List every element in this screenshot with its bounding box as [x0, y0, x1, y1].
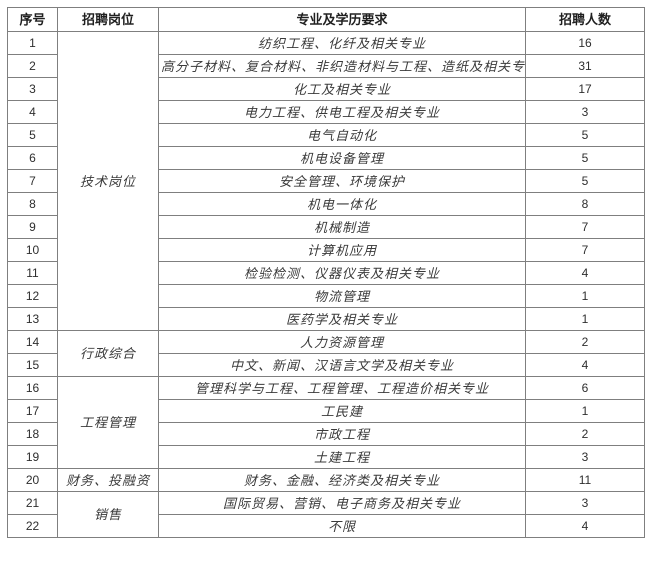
major-requirements-cell: 化工及相关专业 [158, 77, 526, 101]
serial-number-cell: 8 [7, 192, 58, 216]
table-row: 1 技术岗位 纺织工程、化纤及相关专业 16 [7, 31, 645, 331]
table-row: 3 化工及相关专业 17 [7, 77, 645, 101]
table-row: 16 工程管理 管理科学与工程、工程管理、工程造价相关专业 6 [7, 376, 645, 469]
headcount-cell: 7 [525, 215, 645, 239]
headcount-cell: 17 [525, 77, 645, 101]
headcount-cell: 11 [525, 468, 645, 492]
major-requirements-cell: 国际贸易、营销、电子商务及相关专业 [158, 491, 526, 515]
table-row: 19 土建工程 3 [7, 445, 645, 469]
position-cell: 行政综合 [57, 330, 159, 377]
header-major-requirements: 专业及学历要求 [158, 7, 526, 32]
major-requirements-cell: 财务、金融、经济类及相关专业 [158, 468, 526, 492]
headcount-cell: 5 [525, 146, 645, 170]
headcount-cell: 2 [525, 422, 645, 446]
serial-number-cell: 10 [7, 238, 58, 262]
headcount-cell: 2 [525, 330, 645, 354]
table-header-row: 序号 招聘岗位 专业及学历要求 招聘人数 [7, 7, 645, 32]
serial-number-cell: 12 [7, 284, 58, 308]
serial-number-cell: 11 [7, 261, 58, 285]
table-row: 11 检验检测、仪器仪表及相关专业 4 [7, 261, 645, 285]
major-requirements-cell: 机电设备管理 [158, 146, 526, 170]
table-row: 8 机电一体化 8 [7, 192, 645, 216]
table-row: 9 机械制造 7 [7, 215, 645, 239]
headcount-cell: 6 [525, 376, 645, 400]
major-requirements-cell: 纺织工程、化纤及相关专业 [158, 31, 526, 55]
table-row: 12 物流管理 1 [7, 284, 645, 308]
major-requirements-cell: 机电一体化 [158, 192, 526, 216]
serial-number-cell: 16 [7, 376, 58, 400]
major-requirements-cell: 中文、新闻、汉语言文学及相关专业 [158, 353, 526, 377]
headcount-cell: 1 [525, 307, 645, 331]
serial-number-cell: 4 [7, 100, 58, 124]
serial-number-cell: 13 [7, 307, 58, 331]
major-requirements-cell: 工民建 [158, 399, 526, 423]
serial-number-cell: 17 [7, 399, 58, 423]
table-row: 7 安全管理、环境保护 5 [7, 169, 645, 193]
headcount-cell: 5 [525, 123, 645, 147]
headcount-cell: 1 [525, 284, 645, 308]
major-requirements-cell: 不限 [158, 514, 526, 538]
serial-number-cell: 18 [7, 422, 58, 446]
headcount-cell: 31 [525, 54, 645, 78]
header-serial-number: 序号 [7, 7, 58, 32]
serial-number-cell: 7 [7, 169, 58, 193]
serial-number-cell: 3 [7, 77, 58, 101]
table-row: 10 计算机应用 7 [7, 238, 645, 262]
table-row: 18 市政工程 2 [7, 422, 645, 446]
serial-number-cell: 6 [7, 146, 58, 170]
major-requirements-cell: 物流管理 [158, 284, 526, 308]
table-row: 14 行政综合 人力资源管理 2 [7, 330, 645, 377]
major-requirements-cell: 检验检测、仪器仪表及相关专业 [158, 261, 526, 285]
table-row: 20 财务、投融资 财务、金融、经济类及相关专业 11 [7, 468, 645, 492]
major-requirements-cell: 土建工程 [158, 445, 526, 469]
table-row: 6 机电设备管理 5 [7, 146, 645, 170]
table-row: 21 销售 国际贸易、营销、电子商务及相关专业 3 [7, 491, 645, 538]
major-requirements-cell: 电力工程、供电工程及相关专业 [158, 100, 526, 124]
major-requirements-cell: 机械制造 [158, 215, 526, 239]
position-cell: 销售 [57, 491, 159, 538]
headcount-cell: 3 [525, 445, 645, 469]
headcount-cell: 5 [525, 169, 645, 193]
serial-number-cell: 5 [7, 123, 58, 147]
headcount-cell: 4 [525, 514, 645, 538]
major-requirements-cell: 高分子材料、复合材料、非织造材料与工程、造纸及相关专业 [158, 54, 526, 78]
serial-number-cell: 22 [7, 514, 58, 538]
major-requirements-cell: 计算机应用 [158, 238, 526, 262]
position-cell: 财务、投融资 [57, 468, 159, 492]
position-cell: 工程管理 [57, 376, 159, 469]
headcount-cell: 16 [525, 31, 645, 55]
major-requirements-cell: 安全管理、环境保护 [158, 169, 526, 193]
serial-number-cell: 21 [7, 491, 58, 515]
headcount-cell: 3 [525, 491, 645, 515]
major-requirements-cell: 人力资源管理 [158, 330, 526, 354]
headcount-cell: 4 [525, 353, 645, 377]
headcount-cell: 1 [525, 399, 645, 423]
table-body: 1 技术岗位 纺织工程、化纤及相关专业 16 2 高分子材料、复合材料、非织造材料与工程、… [7, 31, 645, 538]
recruitment-table: 序号 招聘岗位 专业及学历要求 招聘人数 1 技术岗位 纺织工程、化纤及相关专业 16… [7, 7, 645, 538]
position-cell: 技术岗位 [57, 31, 159, 331]
serial-number-cell: 14 [7, 330, 58, 354]
major-requirements-cell: 管理科学与工程、工程管理、工程造价相关专业 [158, 376, 526, 400]
serial-number-cell: 2 [7, 54, 58, 78]
serial-number-cell: 20 [7, 468, 58, 492]
headcount-cell: 3 [525, 100, 645, 124]
serial-number-cell: 15 [7, 353, 58, 377]
major-requirements-cell: 电气自动化 [158, 123, 526, 147]
serial-number-cell: 19 [7, 445, 58, 469]
serial-number-cell: 9 [7, 215, 58, 239]
major-requirements-cell: 市政工程 [158, 422, 526, 446]
headcount-cell: 7 [525, 238, 645, 262]
major-requirements-cell: 医药学及相关专业 [158, 307, 526, 331]
headcount-cell: 8 [525, 192, 645, 216]
header-position: 招聘岗位 [57, 7, 159, 32]
headcount-cell: 4 [525, 261, 645, 285]
header-headcount: 招聘人数 [525, 7, 645, 32]
serial-number-cell: 1 [7, 31, 58, 55]
table-row: 22 不限 4 [7, 514, 645, 538]
